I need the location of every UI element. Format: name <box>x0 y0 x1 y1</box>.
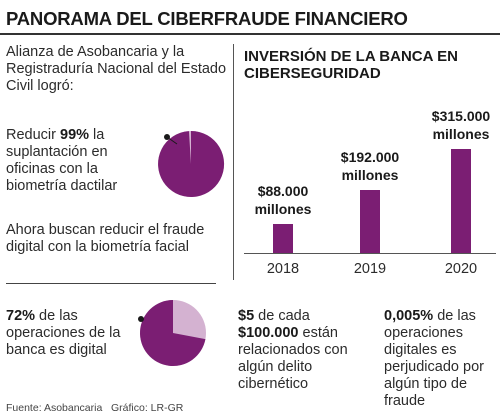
stat-fraude-digital: 0,005% de las operaciones digitales es p… <box>384 308 500 410</box>
graphic-credit: Gráfico: LR-GR <box>111 402 184 414</box>
x-axis <box>244 253 496 254</box>
tick-label-2020: 2020 <box>444 261 478 277</box>
bar-label-2019: $192.000 millones <box>340 149 400 183</box>
stat-suplantacion: Reducir 99% la suplantación en oficinas … <box>6 127 156 195</box>
stat-suplantacion-value: 99% <box>60 127 90 143</box>
bar-2020 <box>451 149 471 253</box>
section-divider <box>6 283 216 284</box>
pie-suplantacion-dot <box>164 134 170 140</box>
source-note: Fuente: Asobancaria <box>6 402 103 414</box>
stat-delito-cibernetico: $5 de cada $100.000 están relacionados c… <box>238 308 368 393</box>
stat-biometria-facial: Ahora buscan reducir el fraude digital c… <box>6 222 205 255</box>
fraude-text: de las operaciones digitales es perjudic… <box>384 308 484 409</box>
column-divider <box>233 44 234 280</box>
bar-2019 <box>360 190 380 253</box>
delito-text2: están relacionados con algún delito cibe… <box>238 325 348 392</box>
stat-suplantacion-text: la suplantación en oficinas con la biome… <box>6 127 118 194</box>
pie-operaciones-slice <box>140 300 206 366</box>
tick-label-2018: 2018 <box>266 261 300 277</box>
stat-operaciones-text: de las operaciones de la banca es digita… <box>6 308 121 358</box>
page-title: PANORAMA DEL CIBERFRAUDE FINANCIERO <box>6 8 408 29</box>
stat-operaciones-value: 72% <box>6 308 36 324</box>
chart-title: INVERSIÓN DE LA BANCA EN CIBERSEGURIDAD <box>244 48 458 82</box>
stat-suplantacion-prefix: Reducir <box>6 127 60 143</box>
pie-suplantacion <box>158 130 225 197</box>
stat-operaciones-digitales: 72% de las operaciones de la banca es di… <box>6 308 136 359</box>
title-rule <box>0 33 500 35</box>
fraude-value: 0,005% <box>384 308 434 324</box>
intro-text: Alianza de Asobancaria y la Registradurí… <box>6 44 227 94</box>
pie-operaciones-dot <box>138 316 144 322</box>
delito-value1: $5 <box>238 308 255 324</box>
delito-text1: de cada <box>254 308 310 324</box>
pie-suplantacion-slice <box>158 130 225 197</box>
bar-2018 <box>273 224 293 253</box>
bar-label-2018: $88.000 millones <box>254 183 312 217</box>
bar-label-2020: $315.000 millones <box>431 108 491 142</box>
pie-operaciones <box>138 300 206 366</box>
tick-label-2019: 2019 <box>353 261 387 277</box>
delito-value2: $100.000 <box>238 325 299 341</box>
